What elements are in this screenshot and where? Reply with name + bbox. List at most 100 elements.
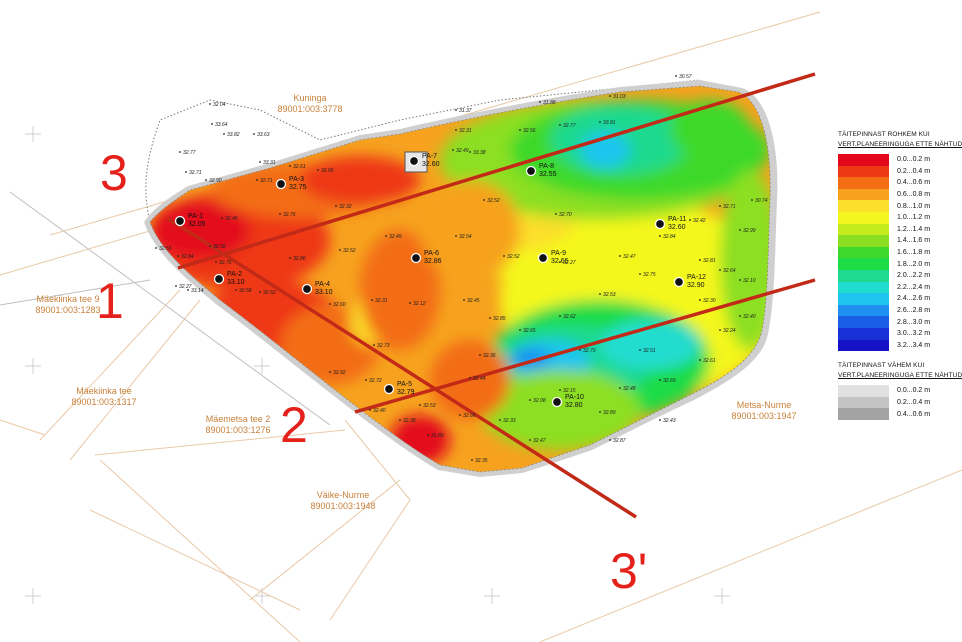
legend-more-swatch — [838, 304, 889, 317]
legend-more-label: 3.2...3.4 m — [897, 341, 931, 349]
spot-height-label: 33.64 — [215, 122, 228, 128]
spot-height-label: 32.35 — [475, 458, 488, 464]
spot-height-dot — [619, 255, 621, 257]
spot-height-dot — [235, 289, 237, 291]
spot-height-label: 32.85 — [493, 316, 506, 322]
legend-less-row: 0.2...0.4 m — [838, 396, 962, 409]
spot-height-label: 32.77 — [183, 150, 196, 156]
spot-height-label: 31.88 — [543, 100, 556, 106]
spot-height-dot — [373, 344, 375, 346]
spot-height-label: 32.30 — [703, 298, 716, 304]
borehole-label: PA-7 — [422, 153, 437, 160]
legend-more-row: 0.0...0.2 m — [838, 154, 962, 166]
legend-more-label: 2.0...2.2 m — [897, 272, 931, 280]
legend-more-swatch — [838, 223, 889, 236]
borehole-value: 32.90 — [687, 282, 705, 289]
spot-height-label: 32.60 — [333, 302, 346, 308]
legend-more-row: 0.6...0.8 m — [838, 188, 962, 201]
borehole-label: PA-4 — [315, 281, 330, 288]
spot-height-dot — [719, 329, 721, 331]
spot-height-label: 32.76 — [219, 260, 232, 266]
spot-heights: 32.04 33.64 33.82 33.63 32.77 32.71 32.90 33.31… — [155, 74, 768, 464]
spot-height-dot — [519, 129, 521, 131]
spot-height-dot — [529, 399, 531, 401]
spot-height-label: 32.70 — [583, 348, 596, 354]
legend-less-label: 0.4...0.6 m — [897, 410, 931, 418]
legend-more-label: 0.0...0.2 m — [897, 156, 931, 164]
spot-height-label: 32.89 — [603, 410, 616, 416]
borehole-label: PA-11 — [668, 216, 687, 223]
spot-height-label: 32.44 — [473, 376, 486, 382]
spot-height-dot — [175, 285, 177, 287]
spot-height-dot — [289, 165, 291, 167]
legend-less-swatch — [838, 408, 889, 420]
borehole-value: 32.79 — [397, 389, 415, 396]
spot-height-dot — [719, 205, 721, 207]
spot-height-dot — [739, 279, 741, 281]
legend-more-row: 3.0...3.2 m — [838, 327, 962, 340]
spot-height-dot — [519, 329, 521, 331]
spot-height-label: 32.49 — [389, 234, 402, 240]
borehole-value: 32.60 — [668, 224, 686, 231]
spot-height-dot — [539, 101, 541, 103]
legend-more-swatch — [838, 211, 889, 224]
legend-more-swatch — [838, 188, 889, 201]
legend-more-swatch — [838, 281, 889, 294]
spot-height-dot — [739, 229, 741, 231]
spot-height-label: 32.84 — [181, 254, 194, 260]
spot-height-dot — [187, 289, 189, 291]
borehole-marker — [213, 273, 225, 285]
spot-height-dot — [221, 217, 223, 219]
spot-height-dot — [259, 161, 261, 163]
legend-less-label: 0.0...0.2 m — [897, 387, 931, 395]
spot-height-dot — [427, 434, 429, 436]
spot-height-dot — [399, 419, 401, 421]
spot-height-label: 32.81 — [703, 258, 716, 264]
spot-height-dot — [739, 315, 741, 317]
legend-less-row: 0.4...0.6 m — [838, 408, 962, 420]
spot-height-label: 32.61 — [703, 358, 716, 364]
spot-height-label: 32.55 — [159, 246, 172, 252]
spot-height-dot — [339, 249, 341, 251]
borehole-marker — [275, 178, 287, 190]
spot-height-label: 32.58 — [213, 244, 226, 250]
legend-more-label: 1.0...1.2 m — [897, 214, 931, 222]
spot-height-dot — [559, 315, 561, 317]
section-marker-2: 2 — [280, 397, 308, 453]
parcel-label-maekiinka9: Mäekiinka tee 9 89001:003:1283 — [35, 294, 101, 315]
spot-height-dot — [719, 269, 721, 271]
parcel-label-vaikenurme: Väike-Nurme 89001:003:1948 — [310, 490, 376, 511]
borehole-label: PA-2 — [227, 271, 242, 278]
parcel-label-maemetsa2: Mäemetsa tee 2 89001:003:1276 — [205, 414, 271, 435]
spot-height-label: 32.53 — [423, 403, 436, 409]
borehole-label: PA-1 — [188, 213, 203, 220]
spot-height-dot — [455, 129, 457, 131]
spot-height-label: 32.56 — [523, 128, 536, 134]
legend-less-swatch — [838, 396, 889, 409]
spot-height-label: 32.64 — [723, 268, 736, 274]
legend-less-label: 0.2...0.4 m — [897, 398, 931, 406]
borehole-value: 32.05 — [188, 221, 206, 228]
borehole-marker — [408, 155, 420, 167]
borehole-marker — [383, 383, 395, 395]
spot-height-dot — [209, 245, 211, 247]
spot-height-label: 32.52 — [507, 254, 520, 260]
spot-height-label: 32.72 — [369, 378, 382, 384]
spot-height-label: 32.47 — [533, 438, 546, 444]
spot-height-label: 32.69 — [663, 378, 676, 384]
legend-more-row: 1.0...1.2 m — [838, 211, 962, 224]
legend-more-swatch — [838, 165, 889, 178]
legend-more-label: 1.4...1.6 m — [897, 237, 931, 245]
borehole-label: PA-6 — [424, 250, 439, 257]
spot-height-dot — [639, 349, 641, 351]
spot-height-dot — [365, 379, 367, 381]
spot-height-label: 32.87 — [613, 438, 626, 444]
spot-height-dot — [659, 379, 661, 381]
spot-height-dot — [559, 261, 561, 263]
legend-more-swatch — [838, 200, 889, 212]
spot-height-dot — [503, 255, 505, 257]
spot-height-label: 32.08 — [533, 398, 546, 404]
legend-more-swatch — [838, 339, 889, 352]
spot-height-label: 32.46 — [225, 216, 238, 222]
